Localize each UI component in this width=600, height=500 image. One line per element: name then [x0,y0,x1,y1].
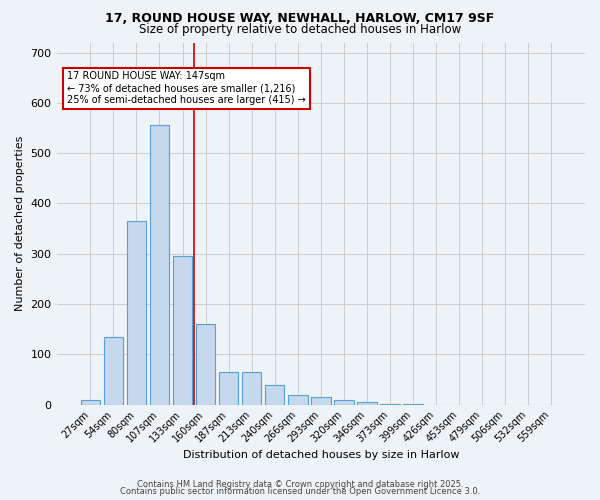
Text: 17, ROUND HOUSE WAY, NEWHALL, HARLOW, CM17 9SF: 17, ROUND HOUSE WAY, NEWHALL, HARLOW, CM… [106,12,494,26]
Bar [173,256,193,404]
Bar [265,384,284,404]
Text: Size of property relative to detached houses in Harlow: Size of property relative to detached ho… [139,22,461,36]
Bar [219,372,238,404]
Bar [357,402,377,404]
Bar [288,394,308,404]
X-axis label: Distribution of detached houses by size in Harlow: Distribution of detached houses by size … [182,450,459,460]
Bar [196,324,215,404]
Bar [127,221,146,404]
Bar [242,372,262,404]
Y-axis label: Number of detached properties: Number of detached properties [15,136,25,312]
Text: Contains HM Land Registry data © Crown copyright and database right 2025.: Contains HM Land Registry data © Crown c… [137,480,463,489]
Text: 17 ROUND HOUSE WAY: 147sqm
← 73% of detached houses are smaller (1,216)
25% of s: 17 ROUND HOUSE WAY: 147sqm ← 73% of deta… [67,72,306,104]
Bar [334,400,353,404]
Bar [104,337,123,404]
Bar [80,400,100,404]
Bar [311,397,331,404]
Text: Contains public sector information licensed under the Open Government Licence 3.: Contains public sector information licen… [120,487,480,496]
Bar [149,126,169,404]
